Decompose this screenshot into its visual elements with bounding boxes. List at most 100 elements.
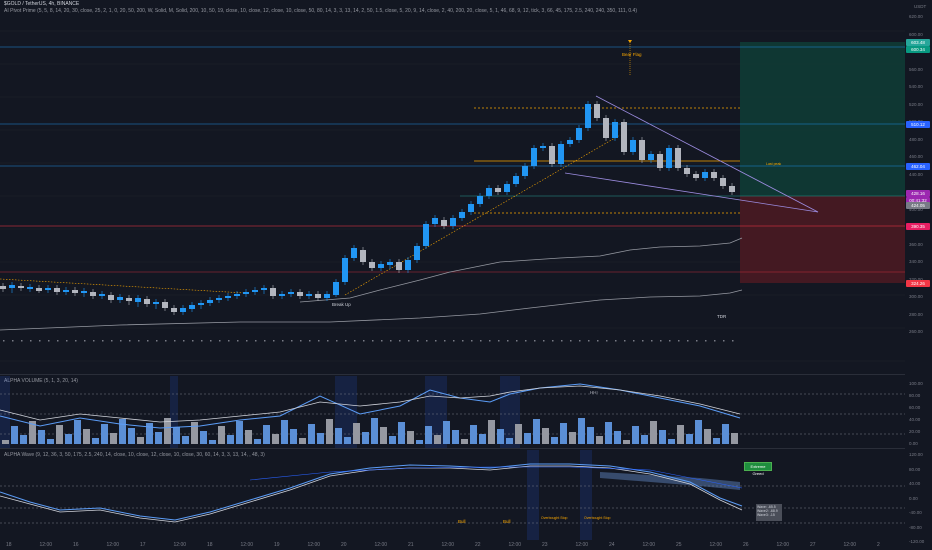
candle-body[interactable] (333, 282, 339, 295)
candle-body[interactable] (126, 298, 132, 301)
candle-body[interactable] (180, 308, 186, 312)
candle-body[interactable] (711, 172, 717, 178)
candle-body[interactable] (495, 188, 501, 192)
candle-body[interactable] (684, 168, 690, 174)
alpha-volume-pane[interactable] (0, 376, 905, 448)
candle-body[interactable] (54, 288, 60, 292)
price-axis[interactable]: 620.00600.00580.00560.00540.00520.00500.… (905, 0, 932, 550)
candle-body[interactable] (9, 285, 15, 288)
candle-body[interactable] (603, 118, 609, 138)
candle-body[interactable] (693, 174, 699, 178)
alpha-wave-title[interactable]: ALPHA Wave (9, 12, 36, 3, 50, 175, 2.5, … (4, 452, 265, 458)
pane-divider[interactable] (0, 374, 905, 375)
candle-body[interactable] (99, 294, 105, 296)
main-chart[interactable] (0, 0, 905, 375)
candle-body[interactable] (351, 248, 357, 258)
candle-body[interactable] (36, 288, 42, 291)
candle-body[interactable] (621, 122, 627, 152)
symbol-title[interactable]: $GOLD / TetherUS, 4h, BINANCE (4, 1, 80, 7)
candle-body[interactable] (432, 218, 438, 224)
stop-loss-zone[interactable] (740, 196, 905, 283)
candle-body[interactable] (306, 294, 312, 296)
candle-body[interactable] (189, 305, 195, 309)
volume-bars[interactable] (2, 418, 738, 444)
alpha-volume-title[interactable]: ALPHA VOLUME (5, 1, 3, 20, 14) (4, 378, 78, 384)
candle-body[interactable] (360, 250, 366, 262)
candle-body[interactable] (27, 287, 33, 289)
candle-body[interactable] (549, 146, 555, 164)
candle-body[interactable] (45, 288, 51, 290)
candle-body[interactable] (144, 299, 150, 304)
candle-body[interactable] (270, 288, 276, 296)
candle-body[interactable] (72, 290, 78, 293)
candle-body[interactable] (594, 104, 600, 118)
candle-body[interactable] (657, 154, 663, 168)
candle-body[interactable] (522, 166, 528, 176)
candle-body[interactable] (585, 104, 591, 128)
candle-body[interactable] (612, 122, 618, 138)
candle-body[interactable] (531, 148, 537, 166)
candle-body[interactable] (414, 246, 420, 260)
candle-body[interactable] (567, 140, 573, 144)
candle-body[interactable] (342, 258, 348, 282)
candle-body[interactable] (630, 140, 636, 152)
candle-body[interactable] (378, 264, 384, 268)
candle-body[interactable] (243, 292, 249, 294)
candle-body[interactable] (666, 148, 672, 168)
alpha-wave-pane[interactable] (0, 450, 905, 540)
candle-body[interactable] (198, 303, 204, 305)
candle-body[interactable] (216, 298, 222, 300)
candle-body[interactable] (576, 128, 582, 140)
candle-body[interactable] (0, 286, 6, 289)
candle-body[interactable] (720, 178, 726, 186)
candle-body[interactable] (153, 302, 159, 304)
candle-body[interactable] (540, 146, 546, 148)
candle-body[interactable] (279, 294, 285, 296)
candle-body[interactable] (513, 176, 519, 184)
candle-body[interactable] (477, 196, 483, 204)
candle-body[interactable] (324, 294, 330, 298)
candle-body[interactable] (18, 286, 24, 288)
candle-body[interactable] (108, 295, 114, 300)
candle-body[interactable] (162, 302, 168, 308)
candle-body[interactable] (315, 294, 321, 298)
candle-body[interactable] (369, 262, 375, 268)
candle-body[interactable] (171, 308, 177, 312)
candle-body[interactable] (648, 154, 654, 160)
take-profit-zone[interactable] (740, 42, 905, 196)
candle-body[interactable] (423, 224, 429, 246)
candle-body[interactable] (486, 188, 492, 196)
pane-divider[interactable] (0, 448, 905, 449)
candle-body[interactable] (252, 290, 258, 292)
candle-body[interactable] (297, 292, 303, 296)
candle-body[interactable] (729, 186, 735, 192)
candle-body[interactable] (441, 220, 447, 226)
candle-body[interactable] (90, 292, 96, 296)
indicator-legend[interactable]: AI Pivot Prime (5, 5, 8, 14, 20, 30, clo… (4, 8, 637, 14)
candle-body[interactable] (468, 204, 474, 212)
candle-body[interactable] (639, 140, 645, 160)
signal-dot (354, 340, 356, 342)
candle-body[interactable] (207, 300, 213, 303)
candle-body[interactable] (396, 262, 402, 270)
candle-body[interactable] (135, 298, 141, 302)
candle-body[interactable] (702, 172, 708, 178)
time-axis[interactable]: 18 12:00 16 12:00 17 12:00 18 12:00 19 12:00 20 12:… (0, 540, 905, 550)
signal-dot (705, 340, 707, 342)
candle-body[interactable] (558, 144, 564, 164)
candle-body[interactable] (387, 262, 393, 265)
candle-body[interactable] (459, 212, 465, 218)
candle-body[interactable] (63, 290, 69, 292)
candle-body[interactable] (405, 260, 411, 270)
candle-body[interactable] (117, 297, 123, 300)
candle-body[interactable] (234, 294, 240, 296)
signal-dot (687, 340, 689, 342)
candle-body[interactable] (261, 288, 267, 290)
candle-body[interactable] (225, 296, 231, 298)
candle-body[interactable] (504, 184, 510, 192)
candle-body[interactable] (81, 291, 87, 293)
candle-body[interactable] (288, 292, 294, 294)
candle-body[interactable] (450, 218, 456, 226)
candle-body[interactable] (675, 148, 681, 168)
candlestick-series[interactable] (0, 101, 735, 315)
